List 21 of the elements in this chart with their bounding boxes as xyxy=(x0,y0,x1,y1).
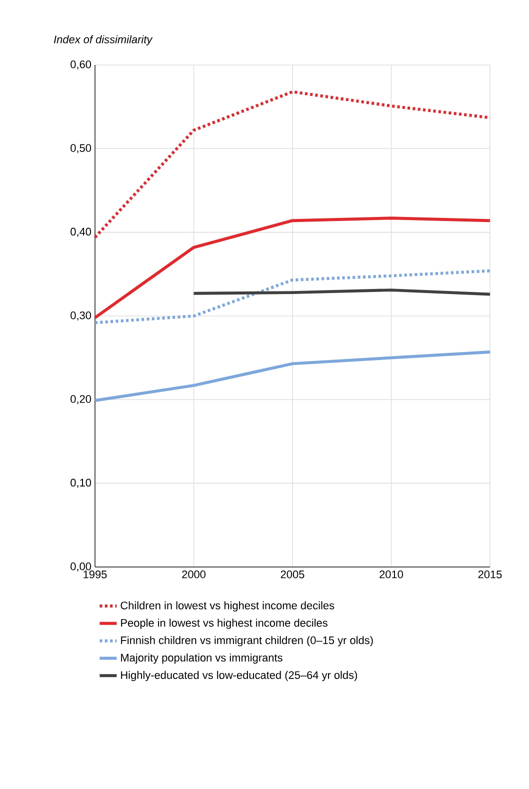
y-tick-label: 0,40 xyxy=(70,228,92,237)
x-tick-label: 2005 xyxy=(280,570,304,578)
legend-label: Highly-educated vs low-educated (25–64 yr olds) xyxy=(121,670,358,682)
y-tick-label: 0,30 xyxy=(70,311,92,321)
legend-label: Children in lowest vs highest income deciles xyxy=(120,601,334,612)
legend-label: Finnish children vs immigrant children (0–15 yr olds) xyxy=(121,636,373,646)
y-tick-label: 0,60 xyxy=(70,60,92,70)
y-tick-label: 0,20 xyxy=(70,395,92,404)
line-series xyxy=(94,216,492,320)
x-tick-label: 2015 xyxy=(478,570,502,578)
legend-label: Majority population vs immigrants xyxy=(121,654,282,664)
legend-label: People in lowest vs highest income deciles xyxy=(121,618,328,629)
y-axis-title: Index of dissimilarity xyxy=(54,35,153,46)
line-series xyxy=(94,269,492,324)
y-tick-label: 0,50 xyxy=(70,144,92,154)
y-tick-label: 0,10 xyxy=(70,478,92,488)
x-tick-label: 2010 xyxy=(380,570,403,578)
x-tick-label: 1995 xyxy=(84,570,107,578)
y-tick-label: 0,00 xyxy=(70,562,92,572)
line-series xyxy=(94,90,492,239)
x-tick-label: 2000 xyxy=(182,570,206,578)
